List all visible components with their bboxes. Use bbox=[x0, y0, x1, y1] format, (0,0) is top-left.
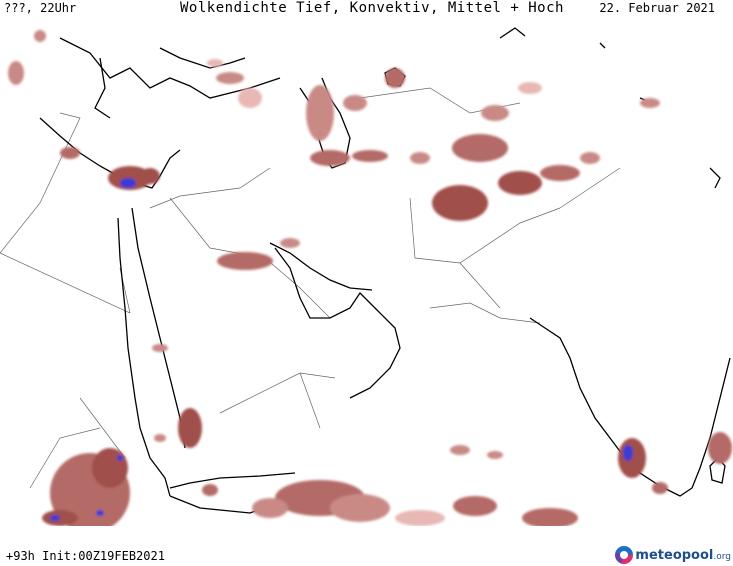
country-borders bbox=[0, 87, 621, 489]
header-bar: ???, 22Uhr Wolkendichte Tief, Konvektiv,… bbox=[0, 0, 733, 18]
map-title: Wolkendichte Tief, Konvektiv, Mittel + H… bbox=[180, 0, 564, 16]
map-svg bbox=[0, 27, 732, 526]
meteopool-logo: meteopool.org bbox=[615, 545, 731, 565]
footer-bar: +93h Init:00Z19FEB2021 meteopool.org bbox=[0, 526, 733, 566]
brand-name: meteopool bbox=[635, 547, 714, 563]
cloud-patches bbox=[8, 30, 732, 526]
meteopool-logo-text: meteopool.org bbox=[635, 548, 731, 563]
cloud-density-map bbox=[0, 18, 733, 526]
forecast-time-label: ???, 22Uhr bbox=[4, 1, 77, 15]
meteopool-logo-icon bbox=[615, 546, 634, 564]
forecast-date-label: 22. Februar 2021 bbox=[599, 1, 715, 15]
brand-tld: .org bbox=[713, 551, 731, 562]
model-run-info: +93h Init:00Z19FEB2021 bbox=[6, 549, 165, 563]
